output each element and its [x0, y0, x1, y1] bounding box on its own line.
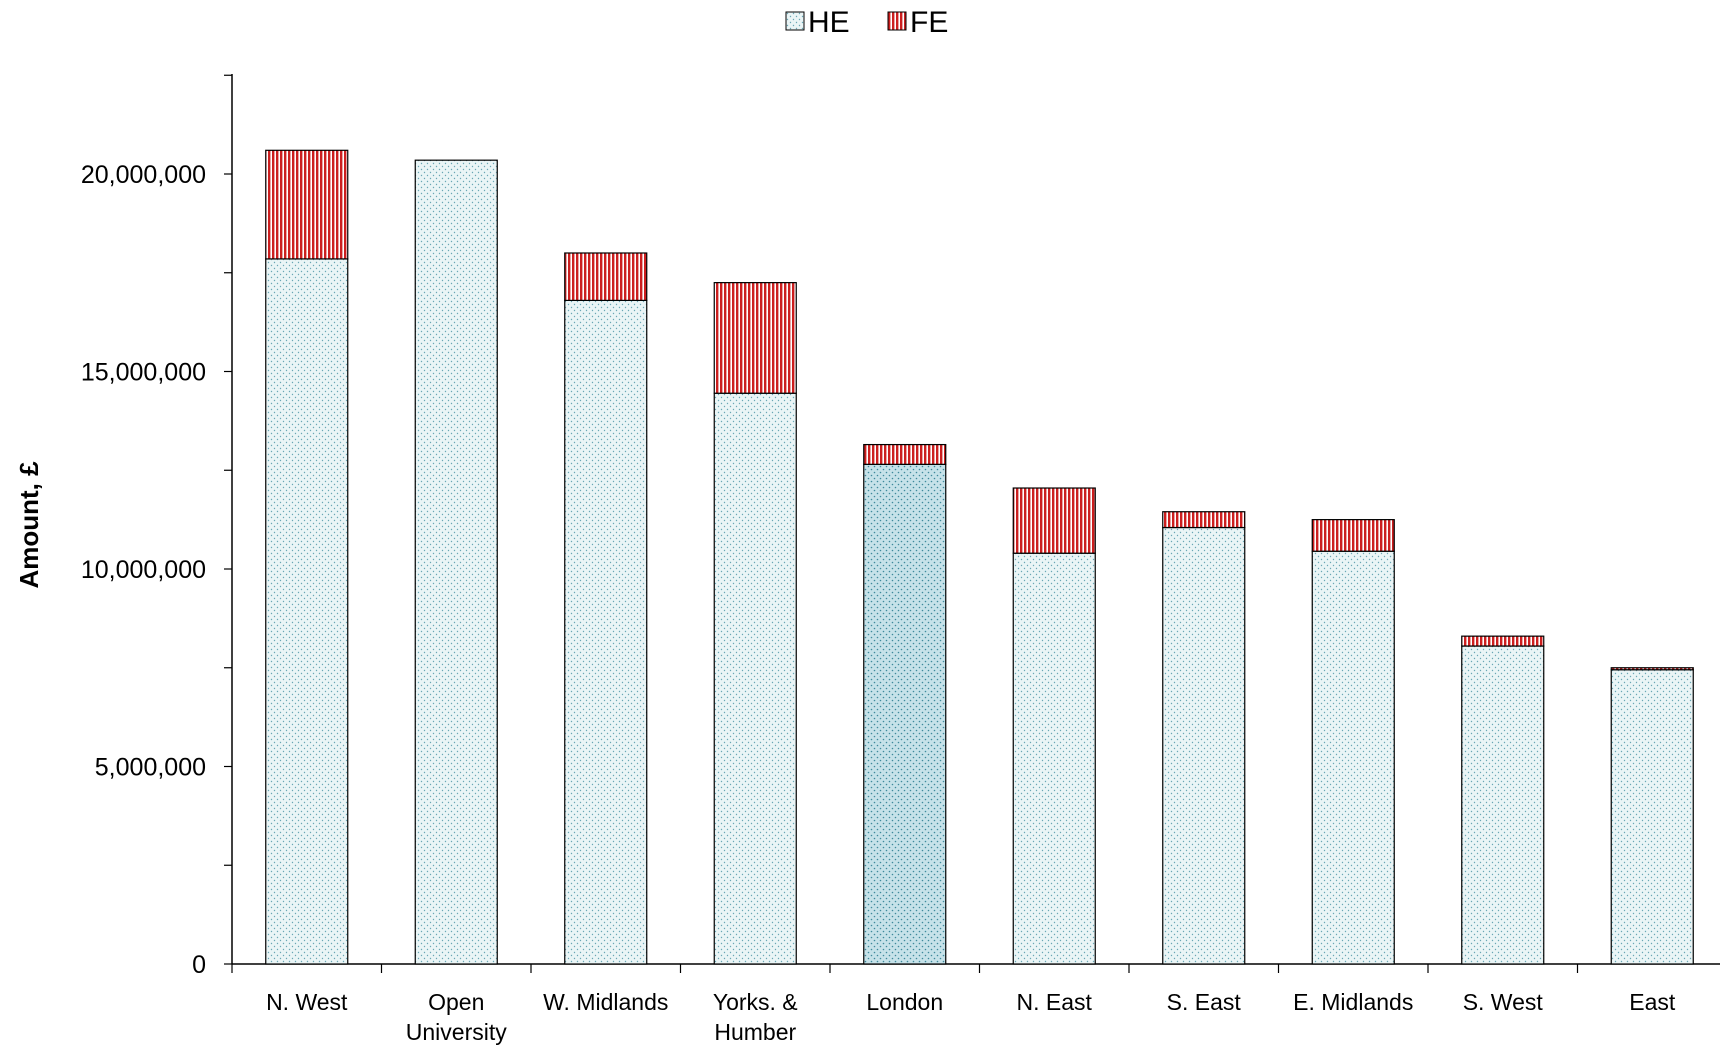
bar-he: [1610, 669, 1694, 965]
x-category-label: S. East: [1167, 989, 1242, 1015]
y-tick-label: 0: [192, 951, 206, 979]
bar-he: [713, 392, 797, 965]
bar-he: [414, 159, 498, 965]
bar-he: [564, 299, 648, 965]
x-category-label: S. West: [1463, 989, 1544, 1015]
legend: HE FE: [785, 6, 948, 39]
legend-label-fe: FE: [910, 6, 948, 39]
bar-he: [863, 463, 947, 965]
x-category-label-line: N. East: [1017, 989, 1093, 1015]
x-category-label: Yorks. & Humber: [713, 989, 798, 1045]
legend-label-he: HE: [808, 6, 850, 39]
y-axis-title: Amount, £: [14, 461, 44, 589]
x-ticks: [231, 964, 1579, 973]
bar-he: [1162, 526, 1246, 965]
y-tick-label: 5,000,000: [95, 754, 206, 782]
x-category-label-line: University: [406, 1019, 507, 1045]
y-tick-label: 20,000,000: [81, 161, 206, 189]
x-category-label: E. Midlands: [1293, 989, 1413, 1015]
x-category-label-line: East: [1629, 989, 1676, 1015]
bar-fe: [1012, 487, 1096, 554]
x-category-label-line: S. East: [1167, 989, 1242, 1015]
legend-swatch-fe: [887, 11, 907, 31]
x-category-label: N. West: [266, 989, 348, 1015]
y-tick-label: 15,000,000: [81, 359, 206, 387]
bar-he: [1012, 552, 1096, 965]
x-category-label: London: [866, 989, 943, 1015]
bar-fe: [265, 149, 349, 260]
bar-fe: [564, 252, 648, 302]
bar-fe: [1461, 635, 1545, 647]
x-category-label-line: Open: [428, 989, 484, 1015]
y-tick-label: 10,000,000: [81, 556, 206, 584]
x-category-label: Open University: [406, 989, 507, 1045]
bars: [265, 149, 1694, 965]
y-ticks: 0 5,000,000 10,000,000 15,000,000 20,000,000: [81, 74, 232, 979]
x-category-label: N. East: [1017, 989, 1093, 1015]
legend-swatch-he: [785, 11, 805, 31]
x-category-label-line: Humber: [714, 1019, 796, 1045]
x-labels: N. West Open University W. Midlands Yorks. &…: [266, 989, 1676, 1045]
bar-fe: [1610, 667, 1694, 671]
bar-fe: [1311, 519, 1395, 552]
bar-fe: [863, 443, 947, 465]
x-category-label: East: [1629, 989, 1676, 1015]
bar-he: [1461, 645, 1545, 965]
bar-fe: [1162, 511, 1246, 529]
x-category-label-line: London: [866, 989, 943, 1015]
bar-fe: [713, 282, 797, 394]
x-category-label-line: W. Midlands: [543, 989, 668, 1015]
x-category-label-line: N. West: [266, 989, 348, 1015]
x-category-label-line: S. West: [1463, 989, 1544, 1015]
x-category-label-line: E. Midlands: [1293, 989, 1413, 1015]
x-category-label: W. Midlands: [543, 989, 668, 1015]
bar-he: [265, 258, 349, 965]
bar-he: [1311, 550, 1395, 965]
x-category-label-line: Yorks. &: [713, 989, 798, 1015]
